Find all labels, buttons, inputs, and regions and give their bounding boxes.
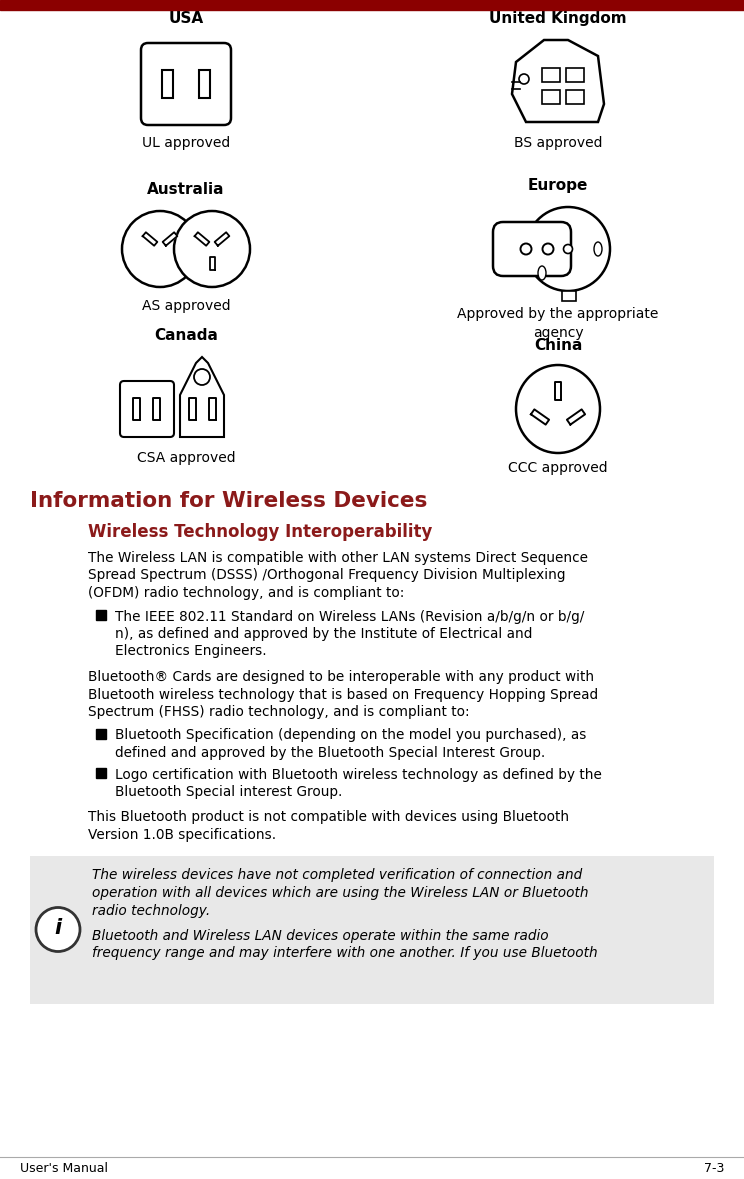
Bar: [96, 610, 106, 619]
Polygon shape: [180, 357, 224, 437]
Ellipse shape: [542, 244, 554, 255]
Polygon shape: [163, 232, 177, 245]
Text: Canada: Canada: [154, 328, 218, 343]
Text: USA: USA: [168, 11, 204, 26]
Text: CSA approved: CSA approved: [137, 452, 235, 465]
Text: Information for Wireless Devices: Information for Wireless Devices: [30, 490, 427, 511]
Ellipse shape: [594, 242, 602, 256]
Bar: [96, 768, 106, 777]
Text: (OFDM) radio technology, and is compliant to:: (OFDM) radio technology, and is complian…: [88, 586, 405, 600]
Bar: [566, 90, 584, 104]
Circle shape: [36, 908, 80, 951]
Circle shape: [194, 369, 210, 386]
Text: CCC approved: CCC approved: [508, 461, 608, 475]
Text: radio technology.: radio technology.: [92, 903, 211, 917]
FancyBboxPatch shape: [141, 42, 231, 125]
Text: operation with all devices which are using the Wireless LAN or Bluetooth: operation with all devices which are usi…: [92, 885, 589, 900]
Text: Electronics Engineers.: Electronics Engineers.: [115, 645, 266, 659]
Polygon shape: [153, 399, 159, 420]
Text: 7-3: 7-3: [704, 1161, 724, 1174]
Text: Logo certification with Bluetooth wireless technology as defined by the: Logo certification with Bluetooth wirele…: [115, 768, 602, 782]
Bar: [0, 0, 744, 9]
Text: The wireless devices have not completed verification of connection and: The wireless devices have not completed …: [92, 869, 583, 883]
Text: frequency range and may interfere with one another. If you use Bluetooth: frequency range and may interfere with o…: [92, 947, 597, 961]
Circle shape: [174, 211, 250, 286]
Bar: [562, 291, 576, 301]
Ellipse shape: [563, 244, 572, 253]
Bar: [542, 68, 560, 83]
Bar: [162, 70, 173, 98]
Bar: [96, 729, 106, 738]
Bar: [30, 856, 714, 1003]
Text: i: i: [54, 917, 62, 937]
FancyBboxPatch shape: [493, 222, 571, 276]
Text: China: China: [533, 338, 583, 353]
Polygon shape: [531, 409, 549, 424]
Text: Spectrum (FHSS) radio technology, and is compliant to:: Spectrum (FHSS) radio technology, and is…: [88, 705, 469, 719]
Text: Version 1.0B specifications.: Version 1.0B specifications.: [88, 828, 276, 842]
Polygon shape: [132, 399, 140, 420]
Ellipse shape: [519, 74, 529, 84]
Text: Bluetooth® Cards are designed to be interoperable with any product with: Bluetooth® Cards are designed to be inte…: [88, 670, 594, 684]
Text: The Wireless LAN is compatible with other LAN systems Direct Sequence: The Wireless LAN is compatible with othe…: [88, 551, 588, 565]
Text: Bluetooth wireless technology that is based on Frequency Hopping Spread: Bluetooth wireless technology that is ba…: [88, 687, 598, 702]
Text: UL approved: UL approved: [142, 136, 230, 150]
Polygon shape: [195, 232, 209, 245]
Text: BS approved: BS approved: [514, 136, 602, 150]
Polygon shape: [208, 399, 216, 420]
Text: defined and approved by the Bluetooth Special Interest Group.: defined and approved by the Bluetooth Sp…: [115, 746, 545, 760]
Ellipse shape: [538, 266, 546, 279]
Text: Approved by the appropriate
agency: Approved by the appropriate agency: [458, 307, 658, 341]
Bar: [199, 70, 210, 98]
Polygon shape: [188, 399, 196, 420]
Text: Spread Spectrum (DSSS) /Orthogonal Frequency Division Multiplexing: Spread Spectrum (DSSS) /Orthogonal Frequ…: [88, 568, 565, 582]
Text: Bluetooth and Wireless LAN devices operate within the same radio: Bluetooth and Wireless LAN devices opera…: [92, 929, 548, 943]
Bar: [542, 90, 560, 104]
Text: Bluetooth Special interest Group.: Bluetooth Special interest Group.: [115, 785, 342, 799]
Polygon shape: [512, 40, 604, 121]
Polygon shape: [210, 257, 214, 270]
Text: Australia: Australia: [147, 182, 225, 197]
Bar: [566, 68, 584, 83]
Ellipse shape: [521, 244, 531, 255]
Text: User's Manual: User's Manual: [20, 1161, 108, 1174]
Polygon shape: [215, 232, 229, 245]
Circle shape: [122, 211, 198, 286]
Circle shape: [526, 208, 610, 291]
Text: Wireless Technology Interoperability: Wireless Technology Interoperability: [88, 523, 432, 541]
Text: Bluetooth Specification (depending on the model you purchased), as: Bluetooth Specification (depending on th…: [115, 729, 586, 743]
Text: The IEEE 802.11 Standard on Wireless LANs (Revision a/b/g/n or b/g/: The IEEE 802.11 Standard on Wireless LAN…: [115, 610, 584, 624]
Text: AS approved: AS approved: [141, 299, 231, 312]
Text: Europe: Europe: [527, 178, 589, 193]
Polygon shape: [567, 409, 585, 424]
Text: This Bluetooth product is not compatible with devices using Bluetooth: This Bluetooth product is not compatible…: [88, 810, 569, 824]
Text: United Kingdom: United Kingdom: [490, 11, 626, 26]
Ellipse shape: [516, 365, 600, 453]
FancyBboxPatch shape: [120, 381, 174, 437]
Polygon shape: [143, 232, 157, 245]
Polygon shape: [555, 382, 561, 400]
Text: n), as defined and approved by the Institute of Electrical and: n), as defined and approved by the Insti…: [115, 627, 533, 641]
